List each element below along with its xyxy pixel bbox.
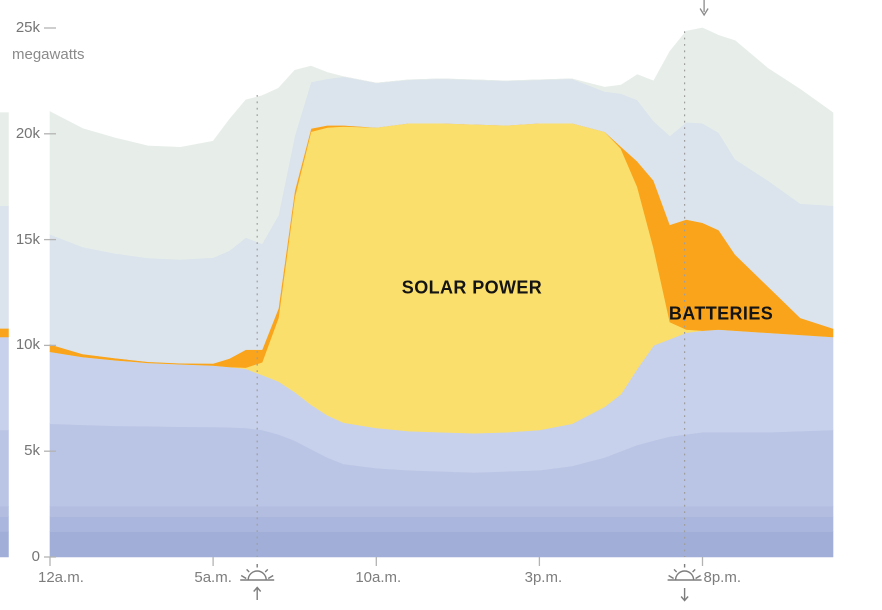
edge-strip-band-2 <box>0 516 9 532</box>
sunrise-icon <box>240 564 275 600</box>
edge-strip-band-3 <box>0 505 9 518</box>
area-band-3 <box>49 505 834 518</box>
area-band-7 <box>49 27 834 260</box>
edge-strip-band-1 <box>0 531 9 558</box>
edge-strip-band-6 <box>0 205 9 329</box>
area-band-1 <box>49 531 834 558</box>
edge-strip-batteries <box>0 328 9 338</box>
edge-strip-band-7 <box>0 112 9 206</box>
peak-pointer-arrowhead <box>699 8 709 17</box>
sunset-icon <box>667 564 702 602</box>
area-band-2 <box>49 516 834 532</box>
edge-strip-band-5 <box>0 336 9 431</box>
edge-strip-band-4 <box>0 429 9 507</box>
